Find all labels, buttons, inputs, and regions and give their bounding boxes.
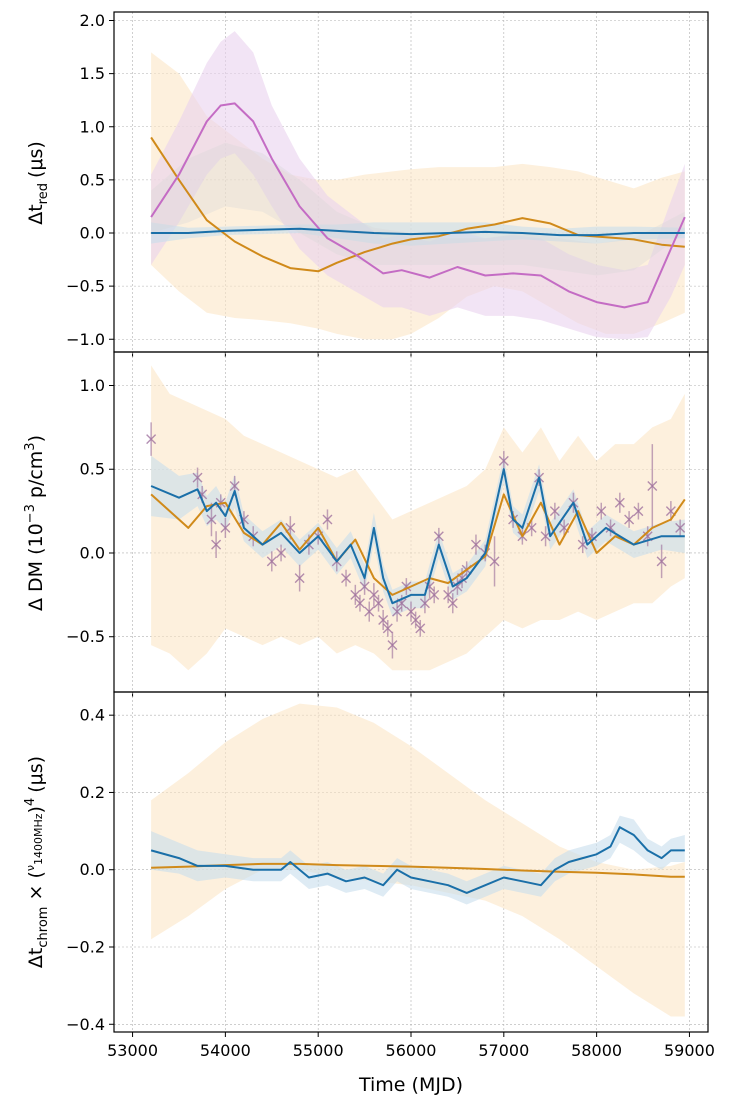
data-point [378,614,389,625]
data-point [540,531,551,542]
y-tick-label: 2.0 [80,11,105,30]
y-tick-label: −1.0 [66,330,105,349]
data-point [266,556,277,567]
data-point [211,539,222,550]
data-point [229,480,240,491]
y-tick-label: 0.0 [80,860,105,879]
data-point [276,547,287,558]
y-tick-label: −0.5 [66,627,105,646]
data-point [647,480,658,491]
data-point [419,598,430,609]
x-tick-label: 53000 [107,1041,158,1060]
panel-red-noise: −1.0 −0.5 0.0 0.5 1.0 1.5 2.0 [66,11,709,357]
data-point [415,623,426,634]
series-line-orange [150,136,685,273]
data-point [368,589,379,600]
data-point [322,514,333,525]
data-point [341,573,352,584]
data-point [373,598,384,609]
data-point [410,614,421,625]
y-tick-label: −0.5 [66,277,105,296]
data-point [354,598,365,609]
data-point [656,556,667,567]
y-tick-label: −0.2 [66,938,105,957]
x-tick-label: 55000 [293,1041,344,1060]
data-point [633,506,644,517]
plot-area-dm [146,365,686,671]
x-axis-title: Time (MJD) [358,1074,463,1096]
data-point [447,598,458,609]
plot-area-red [150,31,686,340]
y-tick-label: 0.5 [80,170,105,189]
x-tick-label: 56000 [386,1041,437,1060]
data-point [549,506,560,517]
y-axis-title-red: Δtred(μs) [25,141,51,225]
series-line-orange [150,493,686,596]
data-point [489,556,500,567]
data-point [294,573,305,584]
series-line-blue [151,227,685,237]
data-point [605,522,616,533]
data-point [443,589,454,600]
data-point [470,539,481,550]
data-point [675,522,686,533]
panel-dm: −0.5 0.0 0.5 1.0 [66,351,709,697]
y-tick-label: 0.5 [80,460,105,479]
data-point [192,472,203,483]
y-tick-label: 0.2 [80,783,105,802]
data-point [429,589,440,600]
data-point [586,531,597,542]
series-line-blue [150,826,685,894]
data-point [382,623,393,634]
band-blue [151,815,685,905]
y-tick-label: 0.4 [80,706,105,725]
data-point [387,640,398,651]
series-line-purple [150,102,686,309]
x-tick-label: 54000 [200,1041,251,1060]
series-line-blue [150,468,685,605]
y-tick-label: −0.4 [66,1015,105,1034]
data-point [350,589,361,600]
data-point [624,514,635,525]
series-line-orange [151,862,685,878]
x-tick-label: 59000 [664,1041,715,1060]
y-tick-label: 0.0 [80,224,105,243]
y-tick-label: 1.0 [80,376,105,395]
data-point [433,531,444,542]
y-axis-title-chromatic: Δtchrom × (ν1400MHz)4(μs) [23,756,51,968]
y-tick-label: 1.0 [80,117,105,136]
panel-chromatic: −0.4 −0.2 0.0 0.2 0.4 53000 54000 55000 56000 570… [66,691,715,1060]
data-point [614,497,625,508]
data-point [359,581,370,592]
plot-area-chrom [150,703,685,1017]
y-axis-title-dm: Δ DM (10−3 p/cm3) [23,435,47,611]
data-point [146,434,157,445]
band-gray [151,142,685,276]
x-tick-label: 57000 [478,1041,529,1060]
x-tick-label: 58000 [571,1041,622,1060]
data-point [452,581,463,592]
data-point [220,522,231,533]
data-point [364,606,375,617]
data-point [406,606,416,617]
data-point [206,514,217,525]
y-tick-label: 1.5 [80,64,105,83]
band-orange [151,703,685,1017]
data-point [498,455,509,466]
data-point [392,606,403,617]
data-point [596,506,607,517]
band-purple [151,31,685,340]
band-orange [151,365,685,671]
y-tick-label: 0.0 [80,543,105,562]
